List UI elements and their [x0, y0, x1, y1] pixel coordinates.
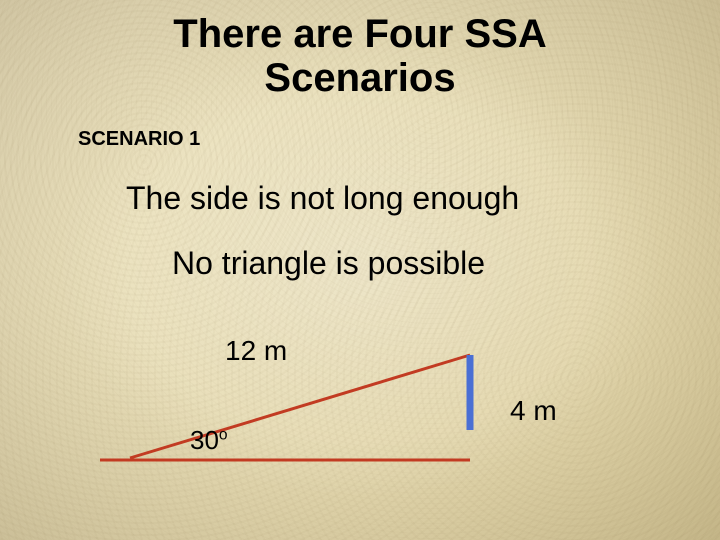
statement-1: The side is not long enough — [126, 180, 519, 217]
angle-label: 30o — [190, 425, 228, 456]
title-line-1: There are Four SSA — [0, 12, 720, 56]
angle-value: 30 — [190, 425, 219, 455]
title-line-2: Scenarios — [0, 56, 720, 100]
scenario-label: SCENARIO 1 — [78, 128, 200, 151]
angle-unit: o — [219, 426, 228, 443]
side-a-label: 12 m — [225, 335, 287, 367]
slide: There are Four SSA Scenarios SCENARIO 1 … — [0, 0, 720, 540]
hypotenuse-line — [130, 355, 470, 458]
slide-title: There are Four SSA Scenarios — [0, 12, 720, 100]
statement-2: No triangle is possible — [172, 245, 485, 282]
side-b-label: 4 m — [510, 395, 557, 427]
